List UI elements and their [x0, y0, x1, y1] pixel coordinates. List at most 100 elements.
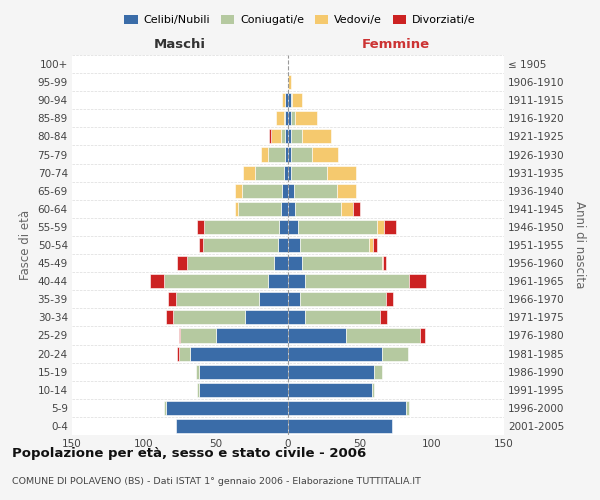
- Bar: [169, 292, 176, 306]
- Bar: [409, 274, 426, 288]
- Bar: [281, 202, 288, 216]
- Bar: [199, 238, 203, 252]
- Bar: [337, 184, 356, 198]
- Bar: [238, 202, 281, 216]
- Text: Popolazione per età, sesso e stato civile - 2006: Popolazione per età, sesso e stato civil…: [12, 448, 366, 460]
- Bar: [164, 274, 268, 288]
- Bar: [260, 148, 268, 162]
- Bar: [313, 148, 338, 162]
- Bar: [368, 238, 373, 252]
- Bar: [291, 148, 313, 162]
- Bar: [282, 93, 285, 108]
- Bar: [288, 220, 298, 234]
- Bar: [291, 112, 295, 126]
- Bar: [291, 93, 292, 108]
- Bar: [382, 346, 407, 360]
- Bar: [277, 112, 284, 126]
- Bar: [150, 274, 164, 288]
- Bar: [268, 274, 288, 288]
- Bar: [382, 256, 383, 270]
- Bar: [371, 382, 374, 397]
- Bar: [268, 148, 285, 162]
- Bar: [285, 112, 288, 126]
- Bar: [255, 166, 284, 179]
- Bar: [421, 328, 425, 342]
- Bar: [291, 130, 302, 143]
- Legend: Celibi/Nubili, Coniugati/e, Vedovi/e, Divorziati/e: Celibi/Nubili, Coniugati/e, Vedovi/e, Di…: [120, 10, 480, 30]
- Bar: [288, 238, 299, 252]
- Bar: [288, 364, 374, 378]
- Bar: [235, 184, 242, 198]
- Y-axis label: Fasce di età: Fasce di età: [19, 210, 32, 280]
- Bar: [285, 148, 288, 162]
- Bar: [288, 256, 302, 270]
- Bar: [271, 130, 281, 143]
- Bar: [216, 328, 288, 342]
- Bar: [199, 364, 288, 378]
- Bar: [299, 238, 368, 252]
- Bar: [197, 382, 199, 397]
- Bar: [302, 256, 382, 270]
- Bar: [288, 292, 299, 306]
- Bar: [288, 310, 305, 324]
- Bar: [274, 256, 288, 270]
- Bar: [180, 328, 216, 342]
- Bar: [173, 310, 245, 324]
- Bar: [353, 202, 360, 216]
- Bar: [298, 220, 377, 234]
- Bar: [176, 292, 259, 306]
- Bar: [406, 401, 409, 415]
- Bar: [281, 130, 285, 143]
- Bar: [299, 292, 386, 306]
- Bar: [341, 202, 353, 216]
- Bar: [282, 184, 288, 198]
- Bar: [373, 238, 377, 252]
- Bar: [197, 220, 205, 234]
- Bar: [294, 184, 337, 198]
- Bar: [288, 166, 291, 179]
- Bar: [196, 364, 199, 378]
- Bar: [269, 130, 271, 143]
- Bar: [302, 130, 331, 143]
- Bar: [305, 274, 409, 288]
- Bar: [284, 166, 288, 179]
- Bar: [295, 112, 317, 126]
- Bar: [288, 130, 291, 143]
- Bar: [288, 328, 346, 342]
- Bar: [205, 220, 280, 234]
- Bar: [288, 202, 295, 216]
- Bar: [288, 75, 291, 89]
- Bar: [280, 220, 288, 234]
- Bar: [245, 310, 288, 324]
- Bar: [190, 346, 288, 360]
- Bar: [177, 346, 179, 360]
- Bar: [305, 310, 380, 324]
- Bar: [288, 112, 291, 126]
- Bar: [166, 310, 173, 324]
- Bar: [235, 202, 238, 216]
- Bar: [285, 93, 288, 108]
- Bar: [288, 274, 305, 288]
- Bar: [385, 220, 396, 234]
- Bar: [288, 148, 291, 162]
- Bar: [278, 238, 288, 252]
- Bar: [288, 93, 291, 108]
- Bar: [288, 346, 382, 360]
- Bar: [346, 328, 421, 342]
- Bar: [179, 346, 190, 360]
- Bar: [187, 256, 274, 270]
- Bar: [288, 184, 294, 198]
- Text: Maschi: Maschi: [154, 38, 206, 52]
- Bar: [166, 401, 288, 415]
- Bar: [199, 382, 288, 397]
- Bar: [179, 328, 180, 342]
- Y-axis label: Anni di nascita: Anni di nascita: [573, 202, 586, 288]
- Bar: [177, 256, 187, 270]
- Bar: [383, 256, 386, 270]
- Bar: [259, 292, 288, 306]
- Bar: [295, 202, 341, 216]
- Bar: [288, 419, 392, 433]
- Text: Femmine: Femmine: [362, 38, 430, 52]
- Bar: [242, 184, 282, 198]
- Text: COMUNE DI POLAVENO (BS) - Dati ISTAT 1° gennaio 2006 - Elaborazione TUTTITALIA.I: COMUNE DI POLAVENO (BS) - Dati ISTAT 1° …: [12, 477, 421, 486]
